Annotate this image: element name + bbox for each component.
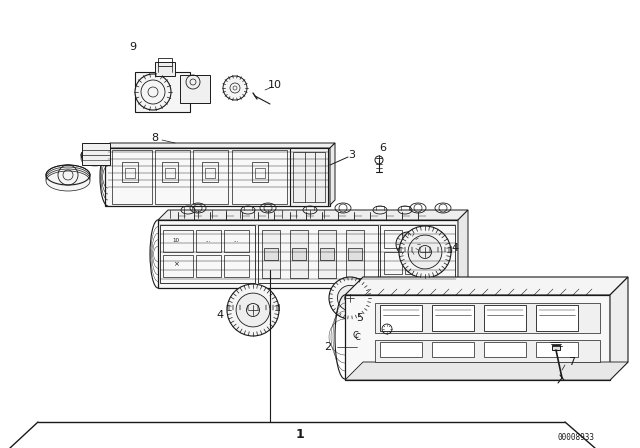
Bar (112, 150, 152, 204)
Bar (163, 255, 193, 277)
Bar (122, 162, 138, 182)
Text: C: C (352, 332, 358, 340)
Bar (258, 225, 378, 283)
Bar (318, 230, 336, 278)
Text: ...: ... (234, 237, 239, 242)
Bar (346, 230, 364, 278)
Circle shape (337, 285, 363, 310)
Bar (536, 342, 578, 357)
Bar (348, 248, 362, 260)
Circle shape (223, 76, 247, 100)
Bar (165, 168, 175, 178)
Circle shape (396, 232, 420, 256)
Text: 2: 2 (324, 342, 331, 352)
Polygon shape (399, 246, 451, 252)
Bar (405, 252, 423, 274)
Polygon shape (158, 210, 468, 220)
Bar (380, 342, 422, 357)
Bar (292, 248, 306, 260)
Polygon shape (105, 143, 335, 148)
Text: 8: 8 (152, 133, 159, 143)
Text: 4: 4 (217, 310, 224, 320)
Bar (162, 162, 178, 182)
Bar (125, 168, 135, 178)
Bar (380, 305, 422, 331)
Ellipse shape (402, 250, 449, 263)
Text: ...: ... (205, 237, 211, 242)
Text: 7: 7 (568, 357, 575, 367)
Bar (320, 248, 334, 260)
Ellipse shape (331, 297, 369, 306)
Bar (484, 342, 526, 357)
Bar (536, 305, 578, 331)
Bar (432, 305, 474, 331)
Bar (158, 58, 172, 66)
Polygon shape (345, 277, 628, 295)
Bar (264, 248, 278, 260)
Circle shape (227, 284, 279, 336)
Bar (432, 342, 474, 357)
Ellipse shape (230, 307, 276, 320)
Circle shape (135, 74, 171, 110)
Bar (105, 148, 330, 206)
Polygon shape (227, 304, 279, 310)
Bar (82, 143, 110, 165)
Bar (135, 72, 190, 112)
Text: 10: 10 (173, 237, 179, 242)
Circle shape (408, 235, 442, 269)
Bar (163, 230, 193, 252)
Text: 00008933: 00008933 (558, 432, 595, 441)
Bar (293, 152, 325, 202)
Bar (375, 340, 600, 362)
Ellipse shape (46, 169, 90, 189)
Text: 9: 9 (129, 42, 136, 52)
Bar (224, 230, 249, 252)
Circle shape (236, 293, 270, 327)
Bar (290, 150, 325, 204)
Text: C: C (354, 332, 360, 341)
Circle shape (329, 277, 371, 319)
Ellipse shape (46, 165, 90, 185)
Bar (205, 168, 215, 178)
Text: 4: 4 (451, 243, 459, 253)
Bar (193, 150, 228, 204)
Polygon shape (329, 293, 371, 298)
Polygon shape (345, 362, 628, 380)
Bar (345, 295, 610, 380)
Text: 1: 1 (296, 428, 305, 441)
Bar (155, 150, 190, 204)
Bar (384, 230, 402, 248)
Bar (375, 303, 600, 333)
Bar (384, 252, 402, 274)
Bar (290, 148, 328, 206)
Circle shape (399, 226, 451, 278)
Bar (380, 225, 455, 283)
Polygon shape (458, 210, 468, 288)
Text: ×: × (173, 261, 179, 267)
Bar (160, 225, 255, 283)
Polygon shape (330, 143, 335, 205)
Bar (255, 168, 265, 178)
Text: 10: 10 (268, 80, 282, 90)
Ellipse shape (81, 148, 109, 162)
Bar (552, 345, 560, 350)
Polygon shape (610, 277, 628, 380)
Bar (484, 305, 526, 331)
Bar (232, 150, 287, 204)
Bar (224, 255, 249, 277)
Bar (202, 162, 218, 182)
Bar (180, 75, 210, 103)
Bar (252, 162, 268, 182)
Text: 6: 6 (380, 143, 387, 153)
Bar (196, 230, 221, 252)
Bar (262, 230, 280, 278)
Text: 3: 3 (349, 150, 355, 160)
Text: 5: 5 (356, 313, 364, 323)
Bar (196, 255, 221, 277)
Ellipse shape (46, 167, 90, 187)
Ellipse shape (46, 171, 90, 191)
Bar (155, 62, 175, 76)
Bar (290, 230, 308, 278)
Bar (158, 220, 458, 288)
